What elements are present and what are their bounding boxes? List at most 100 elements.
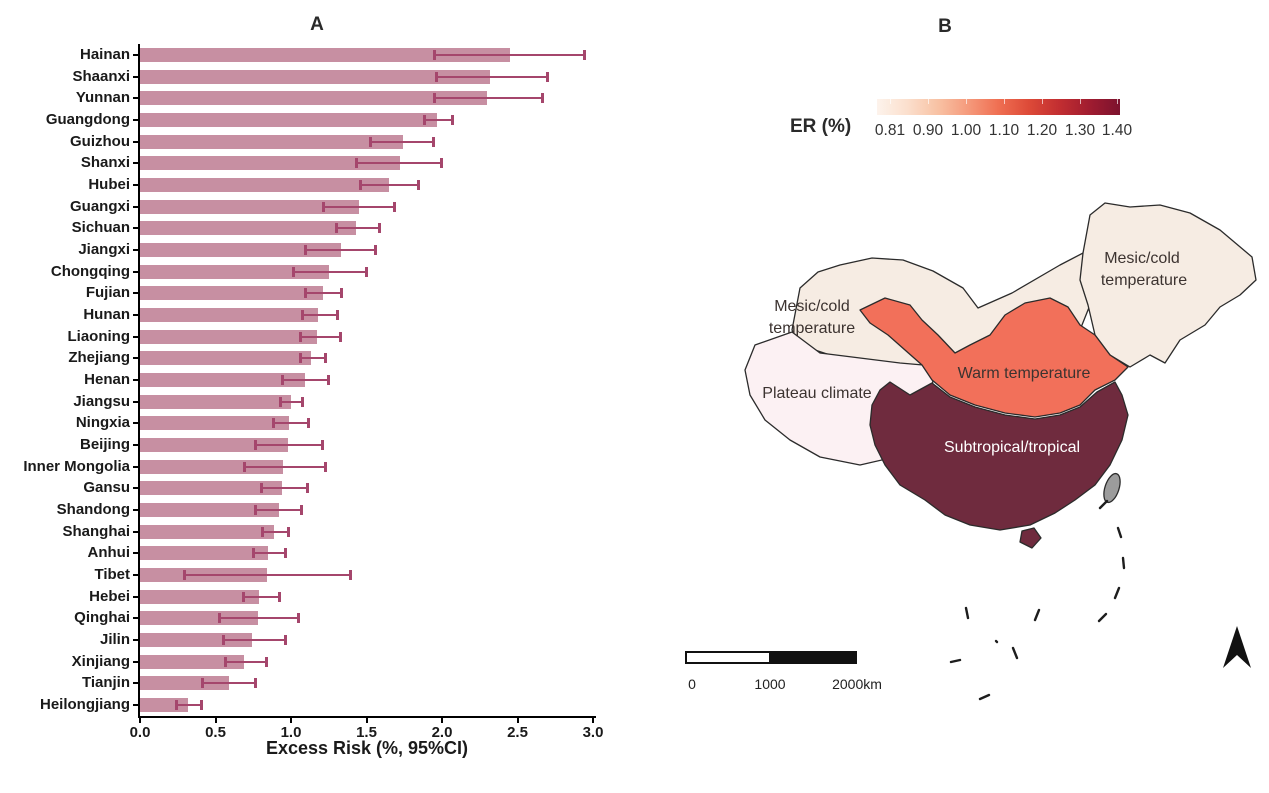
error-bar-cap-low [433,49,437,60]
error-bar-cap-high [287,526,291,537]
legend-tick-mark [966,99,967,104]
error-bar-line [262,530,290,533]
x-axis-tick-label: 1.5 [356,724,377,741]
x-axis-title: Excess Risk (%, 95%CI) [265,738,469,758]
error-bar-line [254,444,323,447]
error-bar-cap-low [259,483,263,494]
error-bar-line [272,422,310,425]
bar [140,503,279,518]
y-axis-tick [133,140,139,143]
error-bar-line [224,660,267,663]
bar [140,69,491,84]
map-scale-bar [685,651,857,664]
label-mesic-nw-line2: temperature [769,320,855,337]
bar [140,134,403,149]
bar [140,156,400,171]
bar [140,351,311,366]
y-axis-tick [133,574,139,577]
province-label: Heilongjiang [40,696,130,714]
bar [140,199,359,214]
error-bar-cap-high [301,396,305,407]
y-axis-tick [133,248,139,251]
y-axis-line [138,44,140,718]
nine-dash-line [949,499,1126,701]
error-bar-line [300,357,326,360]
error-bar-cap-low [253,505,257,516]
error-bar-line [435,75,548,78]
y-axis-tick [133,97,139,100]
x-axis-tick [441,716,443,723]
x-axis-tick-label: 2.0 [431,724,453,741]
bar [140,394,291,409]
error-bar-line [434,53,586,56]
y-axis-tick [133,53,139,56]
error-bar-cap-low [300,309,304,320]
y-axis-tick [133,313,139,316]
error-bar-cap-low [271,418,275,429]
error-bar-cap-high [284,635,288,646]
legend-tick-mark [1042,99,1043,104]
y-axis-tick [133,400,139,403]
error-bar-cap-high [545,71,549,82]
y-axis-tick [133,422,139,425]
error-bar-cap-low [335,223,339,234]
error-bar-cap-low [434,71,438,82]
error-bar-line [322,205,396,208]
error-bar-line [176,704,202,707]
x-axis-tick [516,716,519,723]
legend-tick-label: 1.20 [1026,122,1058,139]
error-bar-line [280,400,304,403]
province-label: Hubei [88,175,130,193]
y-axis-tick [133,335,139,338]
province-label: Gansu [83,479,130,497]
error-bar-cap-high [284,548,288,559]
error-bar-cap-high [320,440,324,451]
error-bar-cap-high [338,331,342,342]
error-bar-line [253,552,287,555]
error-bar-cap-high [450,114,454,125]
province-label: Xinjiang [71,652,130,670]
error-bar-cap-high [349,570,353,581]
error-bar-cap-high [307,418,311,429]
province-label: Liaoning [67,327,131,345]
error-bar-cap-low [368,136,372,147]
error-bar-line [223,639,287,642]
bar [140,221,356,236]
bar [140,329,317,344]
province-label: Hunan [83,305,130,323]
error-bar-cap-high [440,158,443,169]
error-bar-cap-low [253,440,257,451]
province-label: Qinghai [74,609,130,627]
legend-tick-mark [928,99,929,104]
y-axis-tick [133,205,139,208]
error-bar-line [281,379,329,381]
province-label: Shanghai [62,522,130,540]
bar [140,481,282,496]
error-bar-cap-low [433,93,437,104]
province-label: Shanxi [80,154,130,172]
error-bar-line [300,335,341,338]
error-bar-line [292,270,367,273]
bar [140,546,269,561]
province-label: Jiangxi [78,240,130,258]
x-axis-tick [365,716,368,723]
x-axis-tick-label: 0.5 [205,724,226,741]
error-bar-cap-high [299,505,303,516]
province-label: Henan [84,371,130,388]
error-bar-line [242,595,281,598]
scale-label-1000: 1000 [754,676,786,692]
error-bar-cap-high [364,266,368,277]
error-bar-cap-low [354,158,358,169]
panel-a-title: A [310,14,324,35]
legend-title: ER (%) [790,116,852,137]
province-label: Tibet [94,566,130,584]
bar [140,459,284,474]
error-bar-cap-low [280,375,284,385]
x-axis-tick [214,716,217,723]
error-bar-cap-low [241,591,245,602]
bar [140,373,305,387]
error-bar-cap-high [541,93,545,104]
error-bar-line [218,617,299,620]
error-bar-line [434,97,544,100]
error-bar-cap-high [305,483,309,494]
